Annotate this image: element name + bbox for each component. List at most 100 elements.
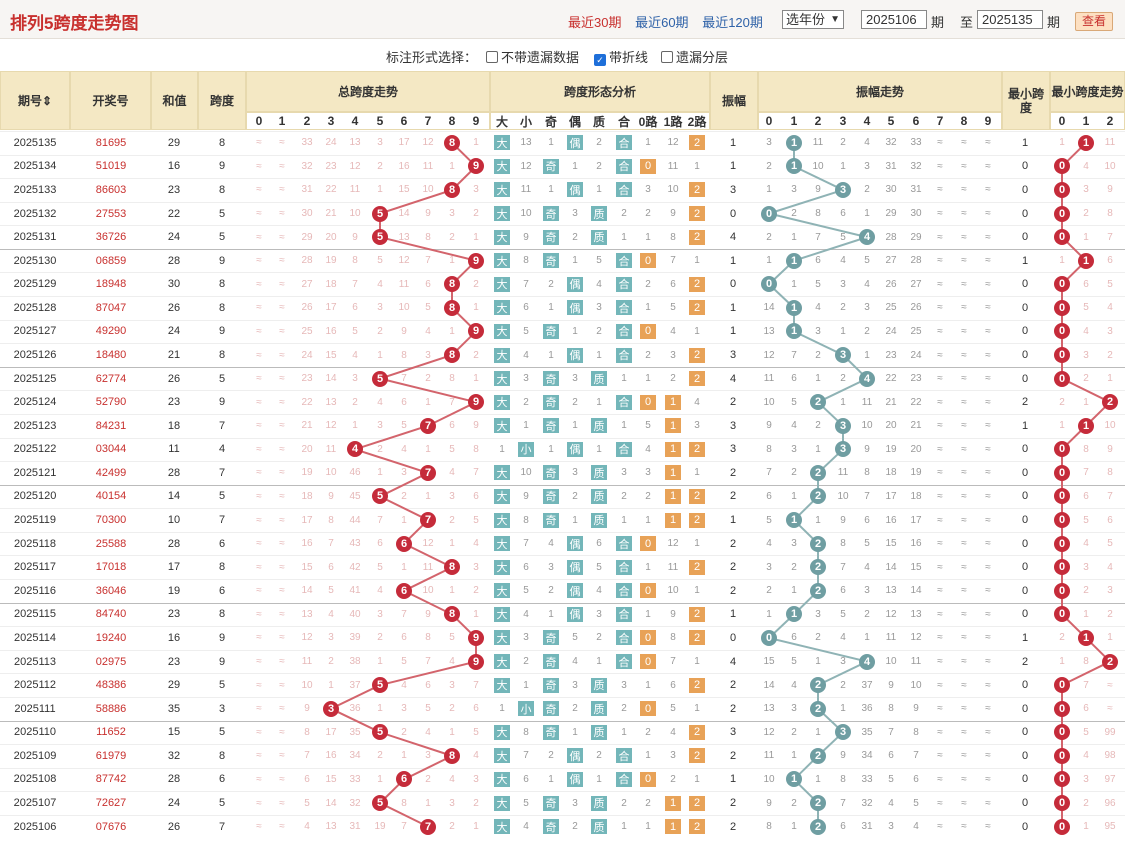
- shape-cell: 1: [661, 461, 685, 485]
- min-trend-miss: 97: [1104, 773, 1116, 785]
- shape-tag: 合: [616, 583, 632, 599]
- span-ball: 5: [372, 795, 388, 812]
- amp-trend-miss: ≈: [985, 726, 991, 738]
- header-shape-col: 大: [495, 114, 508, 129]
- min-ball: 0: [1054, 181, 1070, 198]
- year-select[interactable]: 选年份 ▼: [782, 10, 844, 29]
- option-no-missing[interactable]: 不带遗漏数据: [486, 47, 579, 66]
- amp-trend-miss: 9: [766, 420, 772, 432]
- header-amp-digit: 7: [936, 114, 944, 128]
- to-issue-input[interactable]: 2025135: [977, 10, 1043, 29]
- min-span-cell: 0: [1021, 490, 1029, 503]
- shape-miss: 1: [645, 137, 651, 149]
- span-cell: 6: [218, 773, 226, 786]
- amp-trend-miss: 9: [864, 443, 870, 455]
- shape-tag: 合: [616, 536, 632, 552]
- span-trend-miss: 16: [398, 160, 410, 172]
- min-span-cell: 0: [1021, 278, 1029, 291]
- span-trend-miss: 11: [301, 656, 313, 668]
- shape-tag: 0: [640, 630, 656, 646]
- option-with-line[interactable]: ✓ 带折线: [594, 47, 648, 66]
- checkbox-icon[interactable]: [661, 51, 673, 63]
- issue-cell: 2025131: [13, 231, 57, 244]
- amplitude-cell: 2: [729, 561, 737, 574]
- table-row: [0, 791, 1125, 816]
- issue-cell: 2025122: [13, 443, 57, 456]
- span-ball: 5: [372, 370, 388, 387]
- shape-cell: 大: [490, 178, 514, 202]
- min-trend-miss: 7: [1083, 679, 1089, 691]
- shape-tag: 大: [494, 795, 510, 811]
- span-cell: 5: [218, 726, 226, 739]
- amp-trend-hit: 1: [782, 508, 806, 532]
- amp-trend-hit: 0: [757, 272, 781, 296]
- span-trend-miss: ≈: [279, 538, 285, 550]
- shape-miss: 1: [572, 255, 578, 267]
- table-row: [0, 343, 1125, 368]
- shape-miss: 2: [596, 750, 602, 762]
- amp-trend-miss: 11: [763, 373, 775, 385]
- min-trend-miss: 1: [1059, 137, 1065, 149]
- shape-miss: 4: [572, 656, 578, 668]
- shape-miss: 1: [548, 302, 554, 314]
- amp-ball: 1: [786, 771, 802, 788]
- period-link-120[interactable]: 最近120期: [702, 15, 763, 30]
- span-trend-miss: 19: [374, 821, 386, 833]
- span-trend-miss: 9: [352, 231, 358, 243]
- min-trend-miss: 9: [1107, 443, 1113, 455]
- amp-trend-miss: 2: [791, 561, 797, 573]
- amp-trend-miss: 1: [815, 373, 821, 385]
- shape-cell: 质: [587, 508, 611, 532]
- header-span-digit: 0: [255, 114, 263, 128]
- period-link-30[interactable]: 最近30期: [568, 15, 622, 30]
- amp-trend-miss: 2: [864, 325, 870, 337]
- from-issue-input[interactable]: 2025106: [861, 10, 927, 29]
- span-trend-miss: 7: [352, 278, 358, 290]
- period-link-60[interactable]: 最近60期: [635, 15, 689, 30]
- amp-trend-miss: 2: [791, 208, 797, 220]
- shape-miss: 8: [523, 726, 529, 738]
- shape-tag: 质: [591, 512, 607, 528]
- shape-tag: 合: [616, 300, 632, 316]
- shape-tag: 合: [616, 394, 632, 410]
- shape-tag: 2: [689, 819, 705, 835]
- min-trend-hit: 0: [1050, 721, 1074, 745]
- amp-trend-miss: 2: [840, 679, 846, 691]
- shape-miss: 4: [596, 278, 602, 290]
- shape-miss: 5: [572, 632, 578, 644]
- min-trend-miss: 4: [1083, 325, 1089, 337]
- amp-trend-miss: 8: [815, 208, 821, 220]
- checkbox-checked-icon[interactable]: ✓: [594, 54, 606, 66]
- min-span-cell: 0: [1021, 325, 1029, 338]
- span-trend-miss: 16: [325, 325, 337, 337]
- draw-number-cell: 17018: [95, 561, 127, 574]
- header-min-trend: 最小跨度走势: [1050, 71, 1125, 112]
- shape-miss: 1: [694, 538, 700, 550]
- span-trend-miss: 20: [325, 231, 337, 243]
- year-select-value: 选年份: [786, 12, 826, 27]
- span-trend-hit: 5: [368, 225, 392, 249]
- shape-cell: 0: [636, 320, 660, 344]
- header-amplitude: 振幅: [710, 71, 758, 130]
- span-trend-miss: 2: [473, 349, 479, 361]
- view-button[interactable]: 查看: [1075, 12, 1113, 31]
- shape-tag: 1: [665, 441, 681, 457]
- span-trend-miss: 12: [301, 632, 313, 644]
- span-cell: 9: [218, 631, 226, 644]
- sum-cell: 17: [167, 561, 181, 574]
- shape-miss: 2: [596, 632, 602, 644]
- span-trend-hit: 9: [464, 650, 488, 674]
- shape-tag: 偶: [567, 606, 583, 622]
- span-trend-miss: 10: [349, 208, 361, 220]
- checkbox-icon[interactable]: [486, 51, 498, 63]
- shape-tag: 大: [494, 158, 510, 174]
- shape-cell: 偶: [563, 555, 587, 579]
- shape-cell: 大: [490, 815, 514, 839]
- span-cell: 5: [218, 231, 226, 244]
- shape-cell: 1: [661, 508, 685, 532]
- option-layered[interactable]: 遗漏分层: [661, 47, 728, 66]
- span-trend-miss: 9: [425, 608, 431, 620]
- amp-trend-miss: ≈: [961, 679, 967, 691]
- span-trend-miss: 2: [473, 278, 479, 290]
- shape-miss: 1: [645, 514, 651, 526]
